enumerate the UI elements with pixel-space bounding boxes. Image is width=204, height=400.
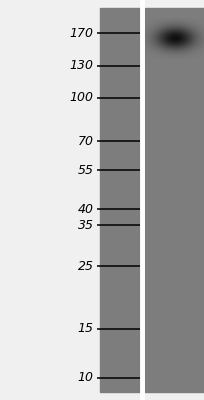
Text: 55: 55 <box>78 164 94 177</box>
Text: 15: 15 <box>78 322 94 335</box>
Bar <box>100 8 141 392</box>
Text: 10: 10 <box>78 372 94 384</box>
Text: 130: 130 <box>70 59 94 72</box>
Text: 170: 170 <box>70 27 94 40</box>
Text: 35: 35 <box>78 219 94 232</box>
Text: 70: 70 <box>78 135 94 148</box>
Text: 25: 25 <box>78 260 94 273</box>
Text: 40: 40 <box>78 203 94 216</box>
Bar <box>145 8 204 392</box>
Text: 100: 100 <box>70 91 94 104</box>
